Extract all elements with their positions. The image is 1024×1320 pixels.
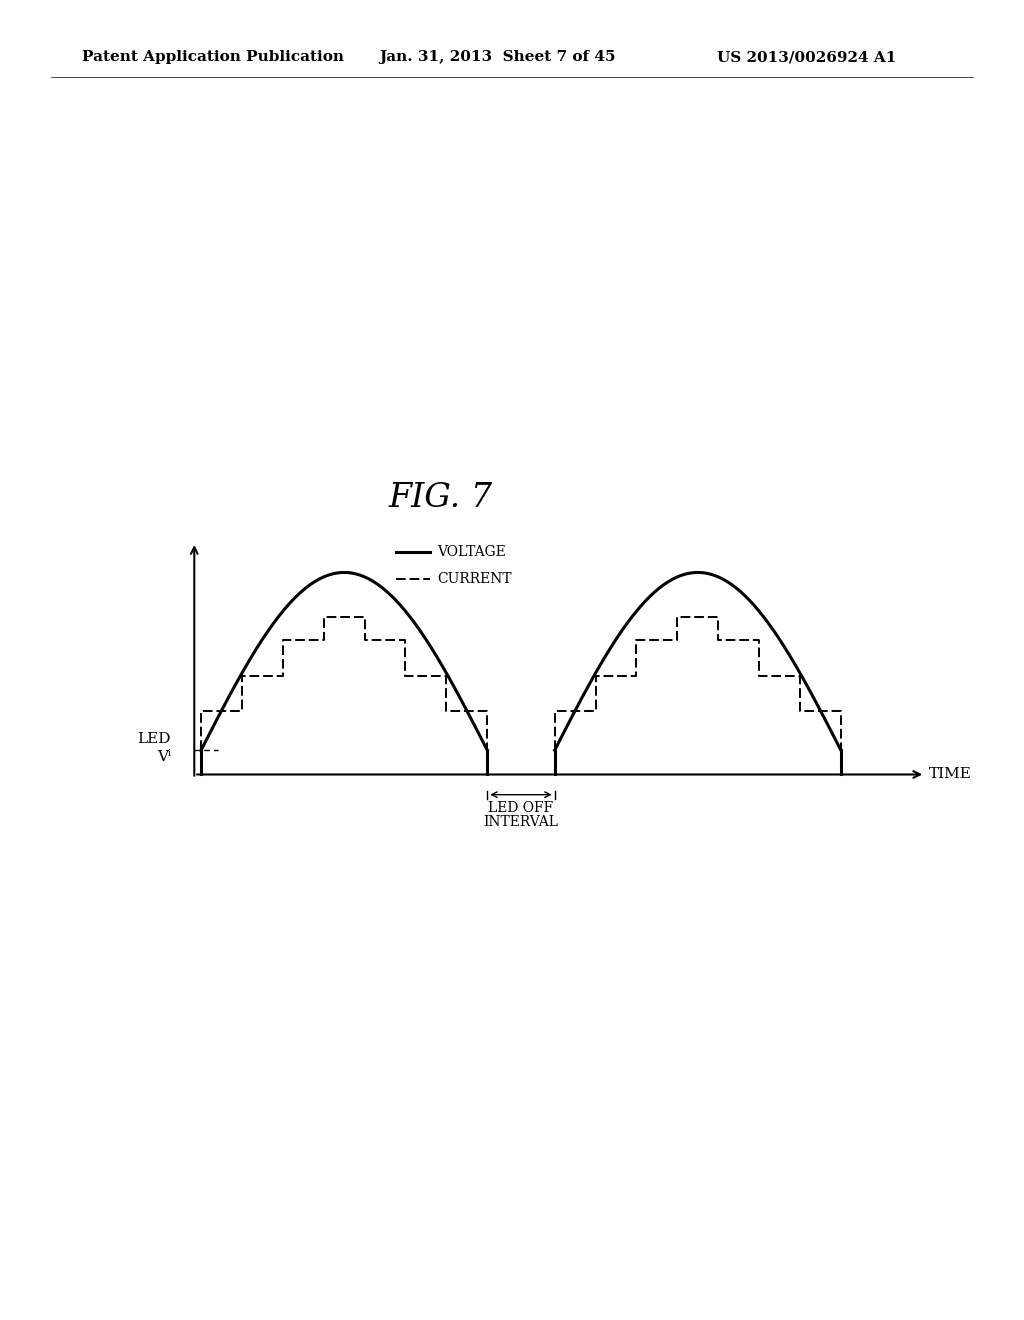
Text: Vⁱ: Vⁱ [157,750,171,764]
Text: INTERVAL: INTERVAL [483,814,558,829]
Text: FIG. 7: FIG. 7 [388,482,493,513]
Text: Jan. 31, 2013  Sheet 7 of 45: Jan. 31, 2013 Sheet 7 of 45 [379,50,615,65]
Text: LED: LED [137,733,171,746]
Text: CURRENT: CURRENT [437,572,511,586]
Text: US 2013/0026924 A1: US 2013/0026924 A1 [717,50,896,65]
Text: VOLTAGE: VOLTAGE [437,545,506,560]
Text: TIME: TIME [929,767,972,781]
Text: LED OFF: LED OFF [488,801,554,814]
Text: Patent Application Publication: Patent Application Publication [82,50,344,65]
